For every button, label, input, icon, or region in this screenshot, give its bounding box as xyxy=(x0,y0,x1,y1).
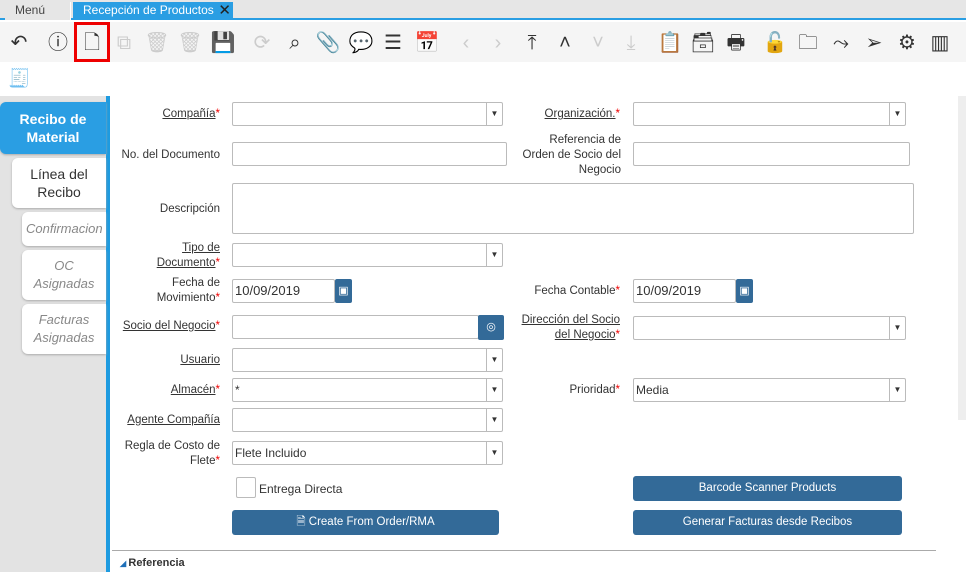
highlight-box xyxy=(74,22,110,62)
label-referencia: Referencia de Orden de Socio del Negocio xyxy=(522,134,621,176)
label-usuario: Usuario xyxy=(180,354,220,366)
label-entrega-directa: Entrega Directa xyxy=(259,482,343,496)
fecha-contable-input[interactable]: 10/09/2019 xyxy=(633,279,736,303)
undo-icon[interactable]: ↶ xyxy=(10,32,28,54)
section-referencia[interactable]: ◢ Referencia xyxy=(120,557,185,569)
almacen-select[interactable]: * ▼ xyxy=(232,378,503,402)
label-no-documento: No. del Documento xyxy=(121,149,220,161)
chevron-down-icon[interactable]: ▼ xyxy=(486,409,502,431)
chevron-down-icon[interactable]: ▼ xyxy=(486,379,502,401)
regla-value: Flete Incluido xyxy=(235,446,307,460)
sidebar-tab-recibo-material[interactable]: Recibo de Material xyxy=(0,102,106,154)
prioridad-select[interactable]: Media ▼ xyxy=(633,378,906,402)
copy-icon[interactable]: ⧉ xyxy=(116,32,132,54)
fecha-movimiento-input[interactable]: 10/09/2019 xyxy=(232,279,335,303)
label-fecha-movimiento: Fecha de Movimiento* xyxy=(156,277,220,304)
calendar-icon[interactable]: 📅 xyxy=(414,32,440,54)
regla-costo-flete-select[interactable]: Flete Incluido ▼ xyxy=(232,441,503,465)
lock-icon[interactable]: 🔓 xyxy=(762,32,788,54)
report-icon[interactable]: 📋 xyxy=(657,32,683,54)
send-icon[interactable]: ➢ xyxy=(865,32,883,54)
help-icon[interactable]: ⓘ xyxy=(48,32,68,54)
tab-label: Recepción de Productos xyxy=(83,3,214,17)
window-tabbar: Menú (0) Recepción de Productos ✕ xyxy=(0,0,966,34)
create-from-label: Create From Order/RMA xyxy=(308,516,435,528)
label-compania: Compañía* xyxy=(162,108,220,120)
label-organizacion: Organización.* xyxy=(544,108,620,120)
first-record-icon[interactable]: ⤒ xyxy=(527,32,537,54)
chevron-down-icon[interactable]: ▼ xyxy=(486,244,502,266)
document-icon: 🗎 xyxy=(296,516,309,528)
entrega-directa-checkbox[interactable] xyxy=(236,477,256,498)
descripcion-textarea[interactable] xyxy=(232,183,914,234)
label-almacen: Almacén* xyxy=(170,384,220,396)
direccion-socio-select[interactable]: ▼ xyxy=(633,316,906,340)
sidebar-tab-confirmacion[interactable]: Confirmacion xyxy=(22,212,106,246)
barcode-icon[interactable]: ▥ xyxy=(930,32,950,54)
chevron-down-icon[interactable]: ▼ xyxy=(486,349,502,371)
sidebar-tab-linea-recibo[interactable]: Línea del Recibo xyxy=(12,158,106,208)
label-regla-costo-flete: Regla de Costo de Flete* xyxy=(124,440,220,467)
chevron-down-icon[interactable]: ▼ xyxy=(889,317,905,339)
attachment-icon[interactable]: 📎 xyxy=(315,32,341,54)
refresh-icon[interactable]: ⟳ xyxy=(253,32,271,54)
toolbar: ↶ ⓘ 🗋 ⧉ 🗑 🗑 💾 ⟳ ⌕ 📎 💬 ☰ 📅 ‹ › ⤒ ˄ ˅ ⤓ 📋 🗃 🖶 🔓 🗀 ⤳ ➢ ⚙ ▥ xyxy=(0,22,966,62)
label-agente: Agente Compañía xyxy=(127,414,220,426)
divider xyxy=(112,550,936,551)
grid-toggle-icon[interactable]: ☰ xyxy=(384,32,402,54)
label-direccion-socio: Dirección del Socio del Negocio* xyxy=(521,314,620,341)
collapse-icon: ◢ xyxy=(120,559,129,568)
referencia-input[interactable] xyxy=(633,142,910,166)
last-record-icon[interactable]: ⤓ xyxy=(626,32,636,54)
chat-icon[interactable]: 💬 xyxy=(348,32,374,54)
calendar-icon[interactable]: ▣ xyxy=(335,279,352,303)
next-record-icon[interactable]: ˅ xyxy=(592,32,604,54)
label-tipo-documento: Tipo de Documento* xyxy=(156,242,220,269)
section-title: Referencia xyxy=(128,557,185,569)
print-icon[interactable]: 🖶 xyxy=(726,32,746,54)
label-descripcion: Descripción xyxy=(159,203,220,215)
chevron-down-icon[interactable]: ▼ xyxy=(486,103,502,125)
agente-select[interactable]: ▼ xyxy=(232,408,503,432)
label-fecha-contable: Fecha Contable* xyxy=(534,285,620,297)
sidebar-tab-facturas-asignadas[interactable]: Facturas Asignadas xyxy=(22,304,106,354)
scrollbar[interactable] xyxy=(958,96,966,420)
process-icon[interactable]: 🧾 xyxy=(8,68,31,88)
search-icon[interactable]: ⌕ xyxy=(289,32,301,54)
label-prioridad: Prioridad* xyxy=(569,384,620,396)
compania-select[interactable]: ▼ xyxy=(232,102,503,126)
next-icon[interactable]: › xyxy=(494,32,502,54)
previous-record-icon[interactable]: ˄ xyxy=(559,32,571,54)
chevron-down-icon[interactable]: ▼ xyxy=(889,379,905,401)
tab-recepcion-productos[interactable]: Recepción de Productos ✕ xyxy=(73,2,233,20)
zoom-across-icon[interactable]: 🗀 xyxy=(798,32,818,54)
organizacion-select[interactable]: ▼ xyxy=(633,102,906,126)
usuario-select[interactable]: ▼ xyxy=(232,348,503,372)
create-from-button[interactable]: 🗎 Create From Order/RMA xyxy=(232,510,499,535)
label-socio-negocio: Socio del Negocio* xyxy=(122,320,220,332)
delete-icon[interactable]: 🗑 xyxy=(144,32,170,54)
barcode-scanner-button[interactable]: Barcode Scanner Products xyxy=(633,476,902,501)
archive-icon[interactable]: 🗃 xyxy=(690,32,716,54)
settings-icon[interactable]: ⚙ xyxy=(898,32,916,54)
save-icon[interactable]: 💾 xyxy=(210,32,236,54)
calendar-icon[interactable]: ▣ xyxy=(736,279,753,303)
search-partner-icon[interactable]: ◎ xyxy=(478,315,504,340)
chevron-down-icon[interactable]: ▼ xyxy=(486,442,502,464)
no-documento-input[interactable] xyxy=(232,142,507,166)
close-icon[interactable]: ✕ xyxy=(218,2,231,19)
almacen-value: * xyxy=(235,383,240,397)
generar-facturas-button[interactable]: Generar Facturas desde Recibos xyxy=(633,510,902,535)
previous-icon[interactable]: ‹ xyxy=(462,32,470,54)
new-record-icon[interactable]: 🗋 xyxy=(83,32,101,54)
chevron-down-icon[interactable]: ▼ xyxy=(889,103,905,125)
delete-selection-icon[interactable]: 🗑 xyxy=(177,32,203,54)
tab-menu[interactable]: Menú (0) xyxy=(5,2,71,34)
sidebar-tab-oc-asignadas[interactable]: OC Asignadas xyxy=(22,250,106,300)
sidebar: Recibo de Material Línea del Recibo Conf… xyxy=(0,96,110,572)
workflow-icon[interactable]: ⤳ xyxy=(833,32,849,54)
prioridad-value: Media xyxy=(636,383,669,397)
tipo-documento-select[interactable]: ▼ xyxy=(232,243,503,267)
